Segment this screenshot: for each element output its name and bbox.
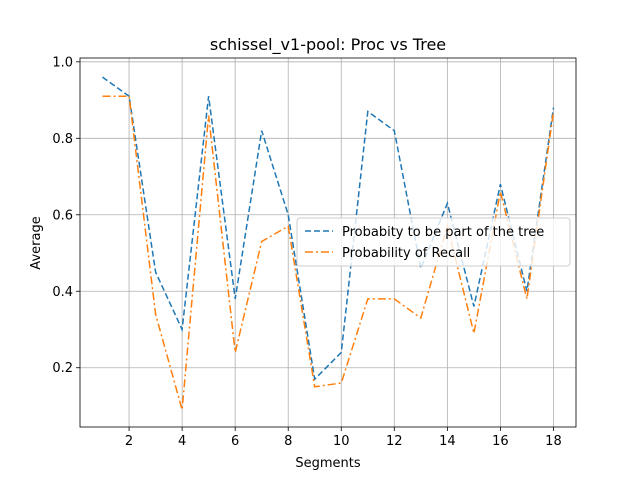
y-axis-title: Average: [29, 216, 44, 269]
legend-label-tree: Probabity to be part of the tree: [342, 225, 544, 240]
legend-label-recall: Probability of Recall: [342, 246, 470, 261]
x-tick-label: 18: [545, 434, 562, 449]
chart-title: schissel_v1-pool: Proc vs Tree: [210, 35, 446, 55]
x-tick-label: 12: [386, 434, 403, 449]
series-line-tree: [102, 76, 555, 381]
series-lines: [102, 76, 555, 411]
series-line-recall: [102, 95, 555, 411]
x-tick-label: 14: [439, 434, 456, 449]
axis-ticks: 2 4 6 8 10 12 14 16 18 0.2 0.4 0.6 0.8 1.0: [52, 55, 561, 449]
x-tick-label: 10: [333, 434, 350, 449]
y-tick-label: 0.4: [52, 285, 73, 300]
plot-frame: [79, 57, 577, 428]
x-tick-label: 2: [125, 434, 133, 449]
x-tick-label: 16: [492, 434, 509, 449]
grid: [80, 58, 576, 427]
y-tick-label: 0.2: [52, 361, 73, 376]
y-tick-label: 0.6: [52, 208, 73, 223]
x-tick-label: 8: [284, 434, 292, 449]
legend-box: [296, 217, 571, 267]
y-tick-label: 0.8: [52, 132, 73, 147]
x-tick-label: 6: [231, 434, 239, 449]
legend: Probabity to be part of the tree Probabi…: [296, 217, 571, 267]
x-tick-label: 4: [178, 434, 186, 449]
y-tick-label: 1.0: [52, 55, 73, 70]
x-axis-title: Segments: [295, 456, 361, 471]
